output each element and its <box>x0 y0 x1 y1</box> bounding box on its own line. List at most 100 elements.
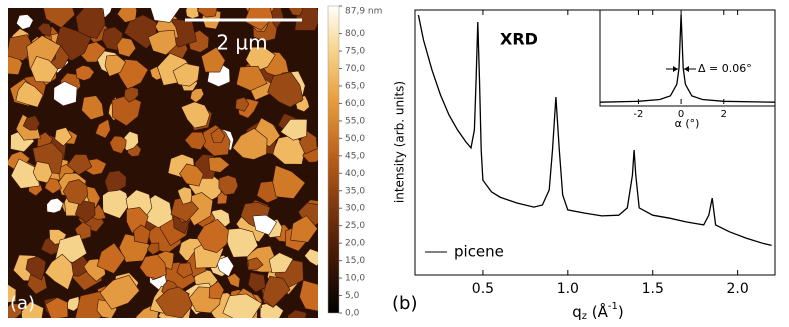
grain <box>10 158 40 189</box>
grain <box>102 186 130 219</box>
inset-frame <box>599 9 776 107</box>
plot-frame <box>414 9 776 276</box>
grain <box>146 242 160 255</box>
grain <box>247 272 266 293</box>
grain <box>304 248 318 267</box>
grain <box>247 257 264 271</box>
grain <box>147 29 177 56</box>
grain <box>290 215 318 243</box>
grain <box>180 101 211 129</box>
grain <box>43 8 76 29</box>
grain <box>196 8 218 18</box>
grain <box>235 96 250 112</box>
x-label-part: (Å <box>587 302 609 321</box>
grain <box>99 274 140 310</box>
grain <box>96 242 126 274</box>
colorbar-tick-label: 25,0 <box>345 221 365 231</box>
x-label-sup: -1 <box>608 301 618 312</box>
x-label-sub: z <box>582 311 587 322</box>
colorbar-tick-label: 60,0 <box>345 99 365 109</box>
grain <box>267 71 304 108</box>
grain <box>121 131 139 151</box>
grain <box>95 118 111 139</box>
grain <box>208 156 230 173</box>
x-tick-label: 1.0 <box>557 281 579 297</box>
grain <box>133 224 151 245</box>
grain <box>74 199 96 223</box>
x-tick-label: -2 <box>633 109 643 120</box>
y-axis-label: intensity (arb. units) <box>393 81 407 203</box>
grain <box>287 309 307 318</box>
grain <box>81 95 105 121</box>
inset-annotation: Δ = 0.06° <box>698 62 752 75</box>
grain <box>288 8 304 17</box>
grain <box>252 214 278 236</box>
x-label-part: q <box>572 303 582 321</box>
grain <box>176 262 193 279</box>
grain <box>226 272 241 289</box>
grain <box>8 284 17 303</box>
grain <box>232 128 268 160</box>
grain <box>150 8 181 23</box>
arrow-head <box>673 66 678 72</box>
grain <box>139 254 167 279</box>
colorbar-tick-label: 30,0 <box>345 204 365 214</box>
colorbar-tick-label: 45,0 <box>345 151 365 161</box>
x-tick-label: 0 <box>678 109 684 120</box>
x-tick-label: 2 <box>721 109 727 120</box>
grain <box>32 161 53 184</box>
x-tick-label: 1.5 <box>642 281 664 297</box>
grain <box>196 218 229 254</box>
colorbar-tick-label: 55,0 <box>345 116 365 126</box>
afm-grains <box>8 8 318 318</box>
grain <box>210 127 226 143</box>
grain <box>123 86 139 103</box>
grain <box>116 37 137 58</box>
grain <box>218 174 239 196</box>
grain <box>16 14 34 30</box>
grain <box>236 65 268 92</box>
grain <box>54 127 73 147</box>
colorbar-tick-label: 75,0 <box>345 47 365 57</box>
grain <box>177 186 193 205</box>
grain <box>222 293 263 318</box>
colorbar-tick-label: 10,0 <box>345 274 365 284</box>
grain <box>185 8 200 19</box>
x-tick-label: 0.5 <box>472 281 494 297</box>
grain <box>8 303 23 318</box>
colorbar-tick-label: 65,0 <box>345 81 365 91</box>
colorbar-tick-label: 35,0 <box>345 186 365 196</box>
scale-bar-label: 2 µm <box>216 31 267 55</box>
grain <box>104 170 127 192</box>
grain <box>37 22 52 37</box>
colorbar-tick-label: 20,0 <box>345 239 365 249</box>
grain <box>45 297 69 318</box>
grain <box>104 54 126 77</box>
x-tick-label: 2.0 <box>727 281 749 297</box>
colorbar-tick-label: 50,0 <box>345 134 365 144</box>
colorbar-tick-label: 80,0 <box>345 29 365 39</box>
colorbar-tick-label: 15,0 <box>345 256 365 266</box>
grain <box>30 56 59 83</box>
colorbar-tick-label: 87,9 nm <box>345 7 382 17</box>
grain <box>109 135 127 154</box>
panel-label: (a) <box>10 293 35 314</box>
grain <box>25 256 47 281</box>
colorbar-tick-label: 5,0 <box>345 291 360 301</box>
grain <box>155 286 193 318</box>
grain <box>268 252 294 274</box>
inset-x-label: α (°) <box>675 117 700 130</box>
grain <box>201 46 226 73</box>
grain <box>116 8 138 23</box>
x-label-part: ) <box>618 303 624 321</box>
grain <box>44 253 74 291</box>
panel-label: (b) <box>392 293 417 314</box>
grain <box>172 63 200 87</box>
grain <box>66 154 93 176</box>
grain <box>262 275 291 308</box>
grain <box>280 118 308 141</box>
grain <box>75 8 106 39</box>
grain <box>208 280 225 300</box>
series-line <box>417 14 772 247</box>
